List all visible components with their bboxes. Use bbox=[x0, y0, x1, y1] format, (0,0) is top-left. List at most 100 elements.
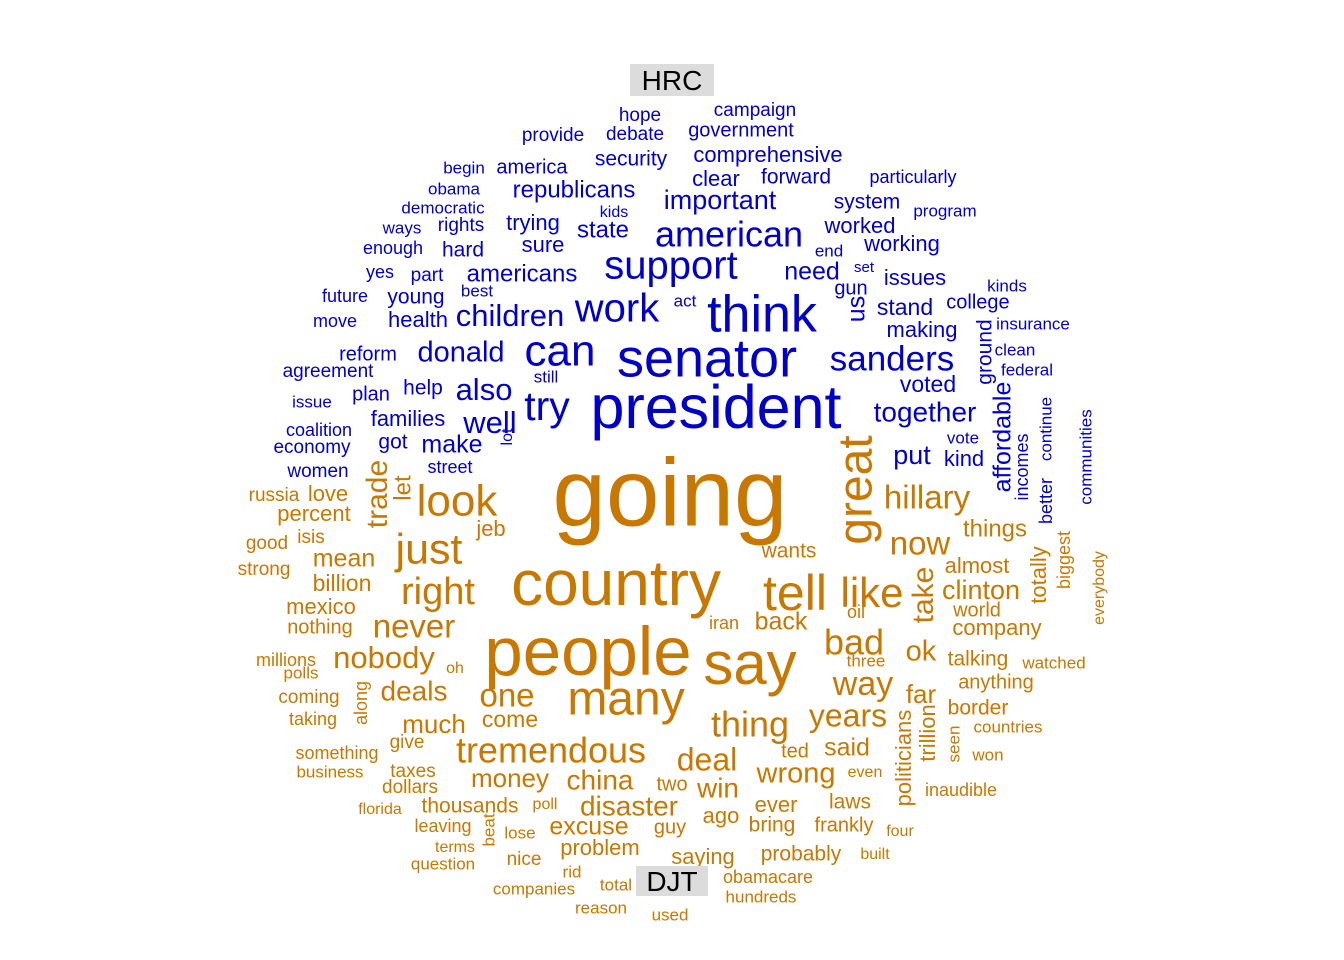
djt-word-lose: lose bbox=[504, 823, 535, 842]
djt-word-coming: coming bbox=[278, 687, 339, 708]
djt-word-taxes: taxes bbox=[390, 761, 435, 782]
djt-word-right: right bbox=[401, 571, 475, 613]
djt-word-countries: countries bbox=[974, 717, 1043, 736]
hrc-word-set: set bbox=[854, 259, 875, 276]
hrc-word-plan: plan bbox=[352, 383, 390, 405]
djt-word-look: look bbox=[417, 477, 499, 526]
hrc-word-insurance: insurance bbox=[996, 314, 1070, 333]
djt-word-russia: russia bbox=[249, 485, 300, 506]
hrc-word-gun: gun bbox=[834, 277, 867, 299]
hrc-word-end: end bbox=[815, 241, 843, 260]
djt-word-going: going bbox=[553, 439, 788, 546]
hrc-word-ways: ways bbox=[382, 218, 422, 237]
djt-word-inaudible: inaudible bbox=[925, 780, 997, 800]
hrc-word-kids: kids bbox=[600, 204, 628, 221]
djt-word-come: come bbox=[482, 706, 538, 732]
djt-word-companies: companies bbox=[493, 879, 575, 898]
djt-word-ago: ago bbox=[703, 803, 740, 828]
hrc-word-lot: lot bbox=[499, 428, 516, 445]
djt-word-wants: wants bbox=[761, 540, 817, 563]
djt-word-leaving: leaving bbox=[414, 816, 471, 836]
djt-word-far: far bbox=[906, 679, 937, 709]
djt-word-probably: probably bbox=[761, 843, 842, 866]
djt-word-strong: strong bbox=[238, 559, 291, 580]
djt-word-isis: isis bbox=[297, 527, 324, 548]
hrc-word-clear: clear bbox=[692, 166, 740, 191]
djt-word-one: one bbox=[479, 677, 534, 714]
djt-word-total: total bbox=[600, 875, 632, 894]
hrc-word-economy: economy bbox=[273, 437, 351, 458]
hrc-word-families: families bbox=[371, 406, 446, 431]
hrc-word-can: can bbox=[525, 327, 596, 376]
djt-word-good: good bbox=[246, 533, 288, 554]
hrc-word-kind: kind bbox=[944, 446, 984, 471]
djt-word-thousands: thousands bbox=[422, 795, 519, 818]
djt-word-almost: almost bbox=[945, 553, 1010, 578]
hrc-word-rights: rights bbox=[438, 215, 484, 236]
hrc-word-security: security bbox=[595, 148, 668, 171]
hrc-word-state: state bbox=[577, 216, 629, 243]
djt-word-florida: florida bbox=[358, 801, 402, 818]
djt-word-excuse: excuse bbox=[549, 813, 628, 841]
hrc-word-together: together bbox=[874, 396, 977, 427]
hrc-word-well: well bbox=[462, 405, 516, 440]
hrc-word-affordable: affordable bbox=[989, 382, 1017, 493]
hrc-word-government: government bbox=[688, 119, 794, 141]
djt-word-two: two bbox=[656, 773, 687, 795]
hrc-word-begin: begin bbox=[443, 158, 485, 177]
djt-word-oh: oh bbox=[446, 660, 464, 677]
hrc-word-president: president bbox=[591, 373, 842, 441]
djt-word-three: three bbox=[847, 651, 886, 670]
djt-word-things: things bbox=[963, 515, 1027, 542]
djt-word-billion: billion bbox=[313, 570, 372, 596]
djt-word-rid: rid bbox=[563, 862, 582, 881]
hrc-word-agreement: agreement bbox=[283, 361, 375, 382]
djt-word-disaster: disaster bbox=[580, 790, 678, 821]
hrc-word-campaign: campaign bbox=[714, 100, 796, 121]
hrc-word-young: young bbox=[387, 286, 444, 309]
hrc-word-enough: enough bbox=[363, 238, 423, 258]
hrc-word-comprehensive: comprehensive bbox=[693, 142, 842, 167]
hrc-word-act: act bbox=[674, 291, 697, 310]
djt-word-guy: guy bbox=[654, 816, 686, 838]
hrc-word-stand: stand bbox=[877, 294, 933, 320]
djt-word-beat: beat bbox=[479, 813, 498, 846]
hrc-word-coalition: coalition bbox=[286, 420, 352, 440]
hrc-word-ground: ground bbox=[974, 319, 997, 384]
hrc-word-vote: vote bbox=[947, 428, 979, 447]
djt-word-now: now bbox=[890, 525, 951, 562]
djt-word-take: take bbox=[907, 567, 940, 624]
djt-word-people: people bbox=[484, 613, 691, 690]
hrc-word-sure: sure bbox=[522, 232, 565, 257]
djt-word-politicians: politicians bbox=[891, 710, 916, 807]
hrc-word-reform: reform bbox=[339, 343, 397, 365]
hrc-word-debate: debate bbox=[606, 124, 664, 145]
hrc-word-american: american bbox=[655, 214, 803, 255]
djt-word-four: four bbox=[886, 823, 914, 840]
hrc-word-issue: issue bbox=[292, 392, 332, 411]
hrc-word-donald: donald bbox=[417, 337, 504, 369]
djt-word-mexico: mexico bbox=[286, 594, 356, 619]
hrc-word-make: make bbox=[421, 431, 482, 459]
djt-word-clinton: clinton bbox=[942, 575, 1020, 605]
hrc-word-clean: clean bbox=[995, 340, 1036, 359]
hrc-word-group: hope campaign provide debate government secur… bbox=[273, 100, 1095, 524]
hrc-word-incomes: incomes bbox=[1012, 433, 1032, 500]
djt-word-say: say bbox=[703, 630, 796, 697]
djt-word-iran: iran bbox=[709, 613, 739, 633]
djt-label: DJT bbox=[636, 866, 708, 897]
hrc-word-americans: americans bbox=[467, 260, 578, 287]
djt-word-trade: trade bbox=[361, 460, 394, 528]
djt-word-biggest: biggest bbox=[1054, 531, 1074, 589]
hrc-word-democratic: democratic bbox=[401, 198, 485, 217]
djt-word-polls: polls bbox=[284, 663, 319, 682]
djt-word-wrong: wrong bbox=[756, 758, 836, 790]
hrc-word-women: women bbox=[286, 461, 348, 482]
djt-word-talking: talking bbox=[948, 648, 1009, 671]
hrc-word-kinds: kinds bbox=[987, 276, 1027, 295]
djt-word-totally: totally bbox=[1026, 546, 1051, 603]
hrc-word-children: children bbox=[456, 298, 565, 333]
djt-word-business: business bbox=[296, 762, 363, 781]
hrc-word-working: working bbox=[863, 231, 940, 256]
